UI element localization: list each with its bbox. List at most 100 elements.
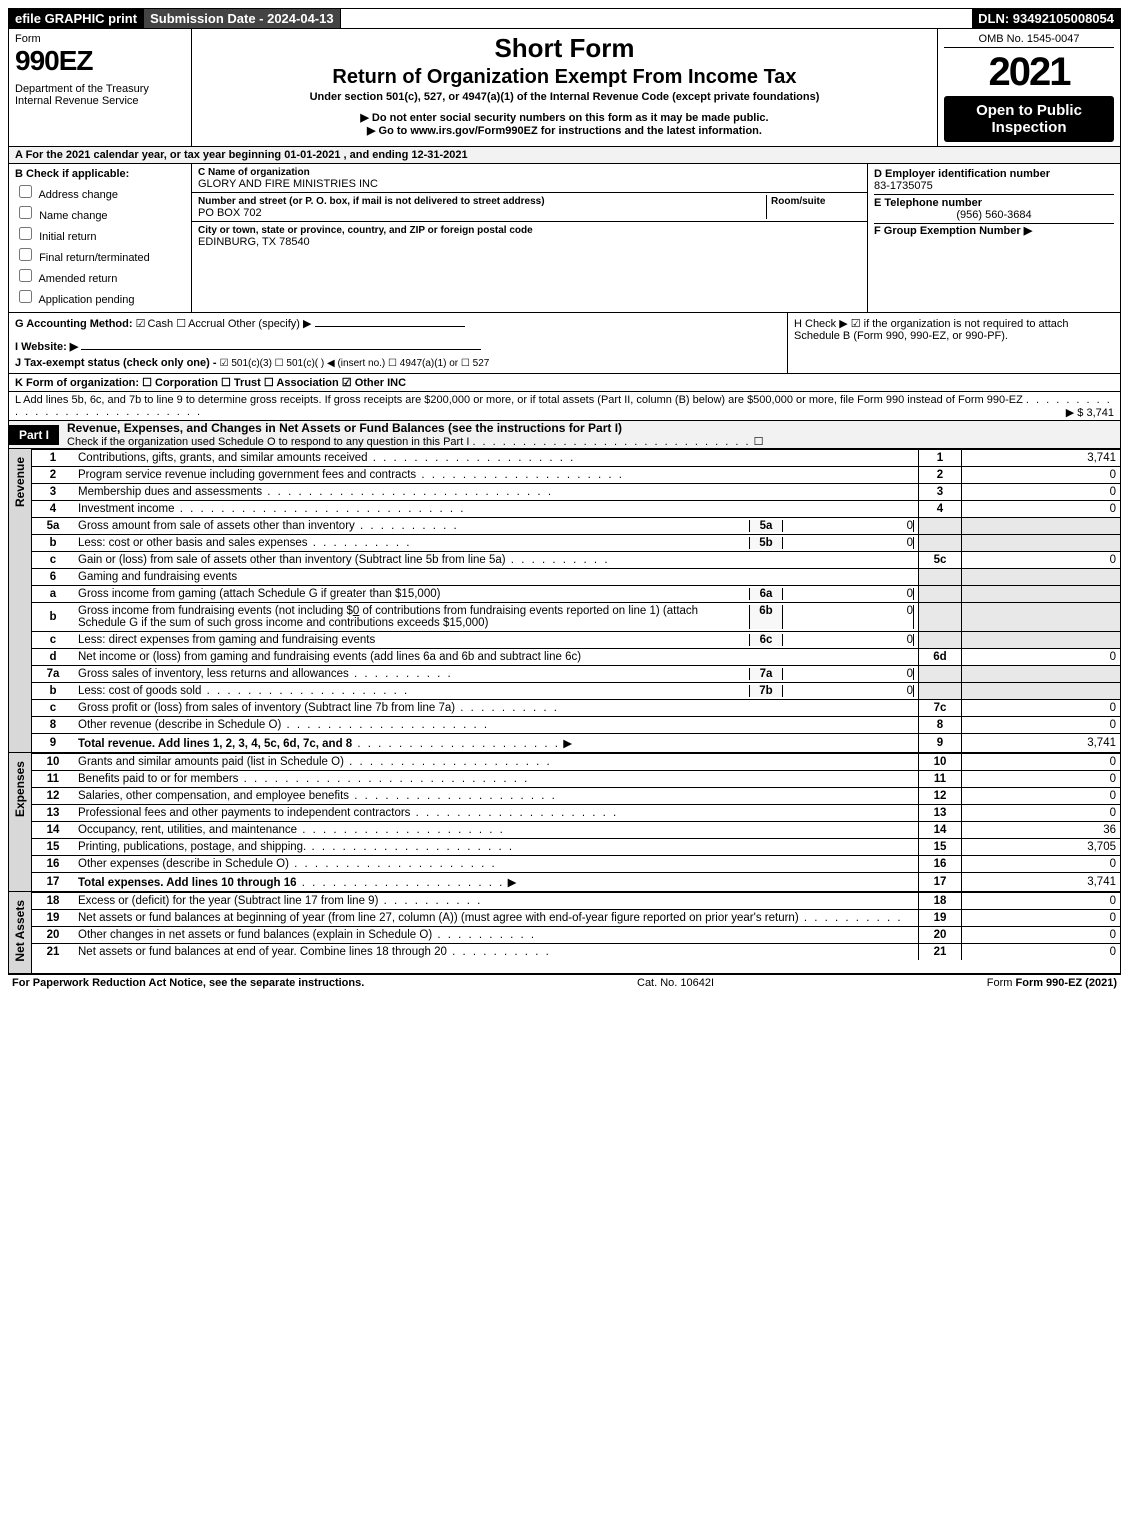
street-label: Number and street (or P. O. box, if mail… [198,196,545,207]
part1-title: Revenue, Expenses, and Changes in Net As… [67,421,622,435]
line-20: 20Other changes in net assets or fund ba… [32,927,1120,944]
h-text: H Check ▶ ☑ if the organization is not r… [794,318,1069,342]
line-11: 11Benefits paid to or for members110 [32,771,1120,788]
ein-value: 83-1735075 [874,180,933,192]
line-7a: 7aGross sales of inventory, less returns… [32,666,1120,683]
i-label: I Website: ▶ [15,341,78,353]
footer-right: Form Form 990-EZ (2021) [987,977,1117,989]
line-6b: bGross income from fundraising events (n… [32,603,1120,632]
l-amount: ▶ $ 3,741 [1066,406,1114,419]
department-label: Department of the Treasury Internal Reve… [15,83,185,107]
title-short-form: Short Form [198,33,931,64]
part1-check-box[interactable]: ☐ [754,436,764,448]
line-6d: dNet income or (loss) from gaming and fu… [32,649,1120,666]
title-return: Return of Organization Exempt From Incom… [198,66,931,89]
line-6c: cLess: direct expenses from gaming and f… [32,632,1120,649]
revenue-strip: Revenue [9,449,32,752]
line-3: 3Membership dues and assessments30 [32,484,1120,501]
expenses-table: 10Grants and similar amounts paid (list … [32,753,1120,891]
j-label: J Tax-exempt status (check only one) - [15,357,217,369]
check-initial-return[interactable]: Initial return [15,224,185,243]
form-label: Form [15,33,185,45]
header-center: Short Form Return of Organization Exempt… [192,29,938,146]
omb-number: OMB No. 1545-0047 [944,33,1114,48]
section-def: D Employer identification number 83-1735… [868,164,1120,312]
line-5b: bLess: cost or other basis and sales exp… [32,535,1120,552]
street-value: PO BOX 702 [198,207,262,219]
line-5c: cGain or (loss) from sale of assets othe… [32,552,1120,569]
part1-header: Part I Revenue, Expenses, and Changes in… [8,421,1121,449]
j-options[interactable]: ☑ 501(c)(3) ☐ 501(c)( ) ◀ (insert no.) ☐… [220,358,490,369]
check-amended-return[interactable]: Amended return [15,266,185,285]
check-final-return[interactable]: Final return/terminated [15,245,185,264]
footer-left: For Paperwork Reduction Act Notice, see … [12,977,364,989]
row-a-tax-year: A For the 2021 calendar year, or tax yea… [8,147,1121,164]
netassets-strip: Net Assets [9,892,32,973]
line-6a: aGross income from gaming (attach Schedu… [32,586,1120,603]
website-line [81,349,481,350]
line-19: 19Net assets or fund balances at beginni… [32,910,1120,927]
submission-date: Submission Date - 2024-04-13 [144,9,341,28]
section-b: B Check if applicable: Address change Na… [9,164,192,312]
check-application-pending[interactable]: Application pending [15,287,185,306]
line-13: 13Professional fees and other payments t… [32,805,1120,822]
g-accrual[interactable]: Accrual [176,318,225,330]
header-right: OMB No. 1545-0047 2021 Open to Public In… [938,29,1120,146]
line-21: 21Net assets or fund balances at end of … [32,944,1120,961]
line-7b: bLess: cost of goods sold7b0 [32,683,1120,700]
check-name-change[interactable]: Name change [15,203,185,222]
revenue-table: 1Contributions, gifts, grants, and simil… [32,449,1120,752]
section-c: C Name of organization GLORY AND FIRE MI… [192,164,868,312]
row-k: K Form of organization: ☐ Corporation ☐ … [8,374,1121,392]
city-value: EDINBURG, TX 78540 [198,236,310,248]
section-b-wrapper: B Check if applicable: Address change Na… [8,164,1121,313]
page-footer: For Paperwork Reduction Act Notice, see … [8,974,1121,991]
line-12: 12Salaries, other compensation, and empl… [32,788,1120,805]
spacer [341,9,973,28]
line-6: 6Gaming and fundraising events [32,569,1120,586]
line-8: 8Other revenue (describe in Schedule O)8… [32,717,1120,734]
note-goto: ▶ Go to www.irs.gov/Form990EZ for instru… [198,124,931,137]
form-header: Form 990EZ Department of the Treasury In… [8,29,1121,147]
form-number: 990EZ [15,45,185,77]
netassets-table: 18Excess or (deficit) for the year (Subt… [32,892,1120,960]
line-10: 10Grants and similar amounts paid (list … [32,754,1120,771]
check-address-change[interactable]: Address change [15,182,185,201]
note-ssn: ▶ Do not enter social security numbers o… [198,111,931,124]
room-label: Room/suite [771,196,825,207]
e-label: E Telephone number [874,197,982,209]
netassets-block: Net Assets 18Excess or (deficit) for the… [8,892,1121,974]
part1-tag: Part I [9,425,59,445]
g-cash[interactable]: Cash [136,318,174,330]
line-5a: 5aGross amount from sale of assets other… [32,518,1120,535]
under-section: Under section 501(c), 527, or 4947(a)(1)… [198,91,931,103]
f-label: F Group Exemption Number ▶ [874,225,1032,237]
revenue-block: Revenue 1Contributions, gifts, grants, a… [8,449,1121,753]
org-name: GLORY AND FIRE MINISTRIES INC [198,178,378,190]
line-2: 2Program service revenue including gover… [32,467,1120,484]
line-17: 17Total expenses. Add lines 10 through 1… [32,873,1120,892]
line-14: 14Occupancy, rent, utilities, and mainte… [32,822,1120,839]
line-1: 1Contributions, gifts, grants, and simil… [32,450,1120,467]
open-to-public: Open to Public Inspection [944,96,1114,142]
l-text: L Add lines 5b, 6c, and 7b to line 9 to … [15,394,1023,406]
efile-label[interactable]: efile GRAPHIC print [9,9,144,28]
header-left: Form 990EZ Department of the Treasury In… [9,29,192,146]
line-16: 16Other expenses (describe in Schedule O… [32,856,1120,873]
line-15: 15Printing, publications, postage, and s… [32,839,1120,856]
line-4: 4Investment income40 [32,501,1120,518]
city-label: City or town, state or province, country… [198,225,533,236]
dln-label: DLN: 93492105008054 [972,9,1120,28]
expenses-strip: Expenses [9,753,32,891]
line-9: 9Total revenue. Add lines 1, 2, 3, 4, 5c… [32,734,1120,753]
expenses-block: Expenses 10Grants and similar amounts pa… [8,753,1121,892]
tax-year: 2021 [944,52,1114,92]
line-7c: cGross profit or (loss) from sales of in… [32,700,1120,717]
g-label: G Accounting Method: [15,318,133,330]
footer-cat: Cat. No. 10642I [637,977,714,989]
phone-value: (956) 560-3684 [874,209,1114,221]
h-section: H Check ▶ ☑ if the organization is not r… [788,313,1120,373]
part1-check-text: Check if the organization used Schedule … [67,436,469,448]
d-label: D Employer identification number [874,168,1050,180]
g-other[interactable]: Other (specify) ▶ [228,318,312,330]
